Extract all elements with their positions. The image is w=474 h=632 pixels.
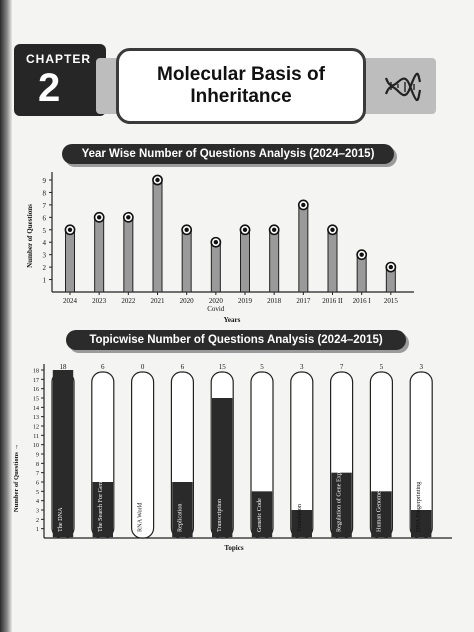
x-tick-label: 2021 xyxy=(151,297,166,305)
y-tick-label: 6 xyxy=(43,214,47,222)
data-label: 15 xyxy=(219,363,227,371)
y-tick-label: 3 xyxy=(43,252,47,260)
y-tick-label: 2 xyxy=(36,518,39,524)
y-tick-label: 18 xyxy=(33,369,39,375)
y-tick-label: 16 xyxy=(33,387,39,393)
x-tick-label: 2020 xyxy=(180,297,195,305)
x-tick-label: 2020 xyxy=(209,297,224,305)
y-axis-label: Number of Questions xyxy=(26,204,34,268)
y-tick-label: 9 xyxy=(36,453,39,459)
topic-label: Translation xyxy=(296,504,303,532)
bar xyxy=(371,491,392,538)
data-label: 5 xyxy=(260,363,264,371)
y-axis-label: Number of Questions → xyxy=(13,444,20,512)
data-label: 0 xyxy=(141,363,145,371)
y-tick-label: 15 xyxy=(33,397,39,403)
bar-cap-dot xyxy=(388,264,394,270)
data-label: 7 xyxy=(340,363,344,371)
bar-cap-dot xyxy=(67,227,73,232)
chapter-badge: CHAPTER 2 xyxy=(14,44,106,116)
topic-label: Transcription xyxy=(216,499,223,532)
topic-label: The Search For Genetic Material xyxy=(97,450,104,532)
topic-chart-title: Topicwise Number of Questions Analysis (… xyxy=(66,330,406,350)
bar xyxy=(331,472,352,538)
page-binding-edge xyxy=(0,0,12,632)
year-chart-title: Year Wise Number of Questions Analysis (… xyxy=(62,144,394,164)
y-tick-label: 5 xyxy=(36,490,39,496)
chapter-label: CHAPTER xyxy=(26,52,92,66)
bar-cap-dot xyxy=(301,202,306,208)
bar xyxy=(92,482,113,538)
x-tick-label: 2017 xyxy=(296,297,311,305)
bar-cap-dot xyxy=(96,215,102,220)
bar xyxy=(411,510,432,538)
x-axis-label: Years xyxy=(224,316,241,324)
tube-outline xyxy=(290,371,314,539)
data-label: 3 xyxy=(300,363,304,371)
data-label: 5 xyxy=(380,363,384,371)
y-tick-label: 11 xyxy=(33,434,39,440)
topic-label: Human Genome Project xyxy=(375,472,382,532)
bar xyxy=(52,370,74,538)
y-tick-label: 7 xyxy=(43,202,47,210)
x-tick-label: 2023 xyxy=(92,297,107,305)
y-tick-label: 5 xyxy=(43,227,47,235)
topic-label: DNA Fingerprinting xyxy=(415,482,422,532)
y-tick-label: 14 xyxy=(33,406,39,412)
topic-label: Genetic Code xyxy=(256,498,263,532)
x-tick-label: 2018 xyxy=(267,297,282,305)
bar xyxy=(251,491,273,538)
data-label: 3 xyxy=(419,363,423,371)
x-tick-label: 2022 xyxy=(121,297,136,305)
y-tick-label: 13 xyxy=(33,415,39,421)
data-label: 6 xyxy=(181,363,185,371)
chapter-title: Molecular Basis of Inheritance xyxy=(157,64,325,107)
chapter-number: 2 xyxy=(38,66,61,110)
y-tick-label: 4 xyxy=(36,499,39,505)
x-tick-label: 2024 xyxy=(63,297,78,305)
data-label: 6 xyxy=(101,363,105,371)
y-tick-label: 8 xyxy=(36,462,39,468)
x-tick-label: 2016 II xyxy=(322,297,343,305)
topic-label: Replication xyxy=(176,503,183,532)
x-tick-label: Covid xyxy=(207,305,225,313)
bar-cap-dot xyxy=(359,252,364,257)
topic-label: Regulation of Gene Expression xyxy=(336,455,343,533)
chapter-title-box: Molecular Basis of Inheritance xyxy=(116,48,366,124)
bar-cap-dot xyxy=(330,227,335,232)
data-label: 18 xyxy=(60,363,68,371)
y-tick-label: 1 xyxy=(43,277,47,285)
y-tick-label: 6 xyxy=(36,481,39,487)
bar-cap-dot xyxy=(126,215,131,220)
bar-cap-dot xyxy=(213,240,219,245)
tube-outline xyxy=(409,371,433,539)
tube-outline xyxy=(131,371,155,539)
y-tick-label: 12 xyxy=(33,425,39,431)
y-tick-label: 17 xyxy=(33,378,39,384)
y-tick-label: 10 xyxy=(33,443,39,449)
y-tick-label: 3 xyxy=(36,509,39,515)
bar-cap-dot xyxy=(271,227,277,232)
x-axis-label: Topics xyxy=(224,544,243,552)
bar xyxy=(291,510,312,538)
topic-label: RNA World xyxy=(137,502,144,532)
dna-icon xyxy=(384,72,422,102)
y-tick-label: 9 xyxy=(43,177,47,185)
bar-cap-dot xyxy=(184,227,189,232)
y-tick-label: 4 xyxy=(43,239,47,247)
y-tick-label: 7 xyxy=(36,471,39,477)
y-tick-label: 1 xyxy=(36,527,39,533)
bar xyxy=(212,398,233,538)
x-tick-label: 2019 xyxy=(238,297,253,305)
x-tick-label: 2016 I xyxy=(353,297,372,305)
bar xyxy=(172,482,193,538)
bar-cap-dot xyxy=(242,227,248,232)
y-tick-label: 2 xyxy=(43,264,47,272)
y-tick-label: 8 xyxy=(43,189,47,197)
x-tick-label: 2015 xyxy=(384,297,399,305)
topic-label: The DNA xyxy=(57,507,64,532)
bar-cap-dot xyxy=(155,177,160,183)
